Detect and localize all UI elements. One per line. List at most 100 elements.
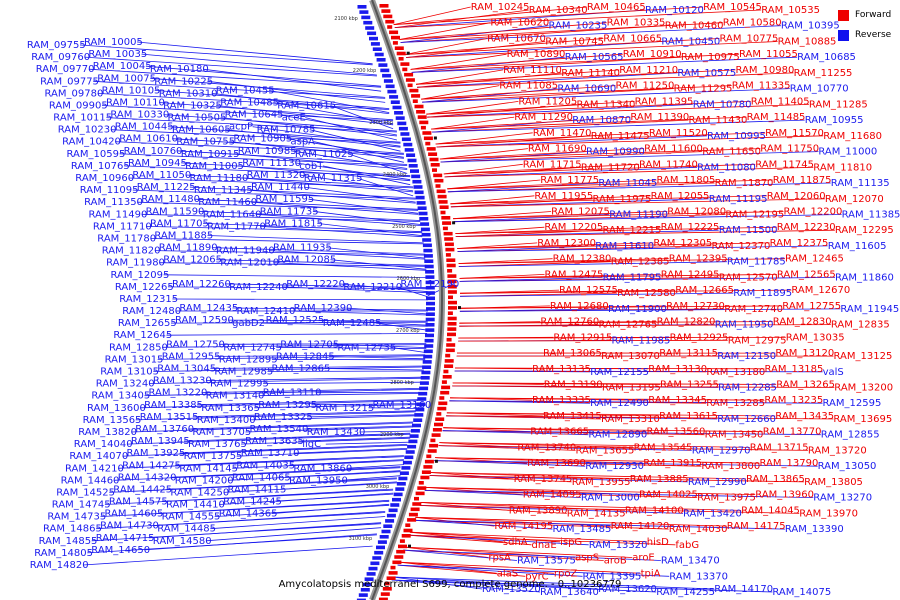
gene-label-blue[interactable]: RAM_12595: [823, 398, 882, 409]
gene-label-reverse[interactable]: RAM_11050: [132, 170, 191, 181]
gene-label-reverse[interactable]: RAM_13705: [192, 427, 251, 438]
gene-label-forward[interactable]: RAM_10335: [607, 18, 666, 29]
gene-label-forward[interactable]: RAM_13265: [776, 380, 835, 391]
gene-label-reverse[interactable]: RAM_11225: [137, 182, 196, 193]
gene-label-forward[interactable]: RAM_11520: [649, 128, 708, 139]
gene-label-reverse[interactable]: RAM_13820: [78, 427, 137, 438]
gene-label-blue[interactable]: RAM_10995: [707, 131, 766, 142]
gene-label-reverse[interactable]: RAM_11005: [185, 161, 244, 172]
gene-label-blue[interactable]: RAM_10770: [790, 84, 849, 95]
gene-label-forward[interactable]: pyrC: [525, 571, 548, 582]
gene-label-forward[interactable]: dnaE: [532, 540, 557, 551]
gene-label-reverse[interactable]: RAM_11705: [150, 218, 209, 229]
gene-label-blue[interactable]: RAM_11950: [715, 320, 774, 331]
gene-label-reverse[interactable]: RAM_11440: [251, 182, 310, 193]
gene-label-forward[interactable]: RAM_13065: [543, 348, 602, 359]
gene-label-forward[interactable]: RAM_12080: [667, 207, 726, 218]
gene-label-blue[interactable]: RAM_10780: [693, 99, 752, 110]
gene-label-forward[interactable]: RAM_13560: [647, 427, 706, 438]
gene-label-reverse[interactable]: RAM_09775: [40, 76, 99, 87]
gene-label-reverse[interactable]: RAM_10045: [93, 61, 152, 72]
gene-label-forward[interactable]: RAM_13545: [634, 442, 693, 453]
gene-label-reverse[interactable]: cobT: [299, 161, 324, 172]
gene-label-blue[interactable]: RAM_12890: [588, 430, 647, 441]
gene-label-blue[interactable]: RAM_10395: [781, 21, 840, 32]
gene-label-forward[interactable]: RAM_13450: [705, 430, 764, 441]
gene-label-forward[interactable]: RAM_14175: [727, 521, 786, 532]
gene-label-reverse[interactable]: RAM_10755: [176, 137, 235, 148]
gene-label-reverse[interactable]: RAM_12390: [294, 303, 353, 314]
gene-label-forward[interactable]: RAM_12915: [553, 332, 612, 343]
gene-label-reverse[interactable]: RAM_13295: [258, 400, 317, 411]
gene-label-reverse[interactable]: aceE: [282, 113, 306, 124]
gene-label-reverse[interactable]: RAM_13860: [293, 463, 352, 474]
gene-label-reverse[interactable]: RAM_11095: [80, 185, 139, 196]
gene-label-reverse[interactable]: RAM_12655: [118, 318, 177, 329]
gene-label-forward[interactable]: RAM_13740: [517, 442, 576, 453]
gene-label-blue[interactable]: RAM_13320: [589, 540, 648, 551]
gene-label-reverse[interactable]: RAM_10325: [163, 101, 222, 112]
gene-label-reverse[interactable]: RAM_11935: [273, 243, 332, 254]
gene-label-forward[interactable]: RAM_13970: [799, 508, 858, 519]
gene-label-forward[interactable]: RAM_11110: [503, 65, 562, 76]
gene-label-reverse[interactable]: RAM_12525: [266, 315, 325, 326]
gene-label-reverse[interactable]: RAM_09755: [27, 40, 86, 51]
gene-label-reverse[interactable]: gabD2: [232, 318, 265, 329]
gene-label-forward[interactable]: RAM_12475: [545, 269, 604, 280]
gene-label-forward[interactable]: RAM_13890: [509, 505, 568, 516]
gene-label-reverse[interactable]: RAM_12315: [119, 294, 178, 305]
gene-label-forward[interactable]: RAM_13115: [659, 348, 718, 359]
gene-label-blue[interactable]: RAM_11385: [842, 210, 900, 221]
gene-label-forward[interactable]: RAM_10890: [507, 49, 566, 60]
gene-label-forward[interactable]: RAM_13195: [602, 383, 661, 394]
gene-label-reverse[interactable]: RAM_10230: [58, 125, 117, 136]
gene-label-forward[interactable]: RAM_12765: [599, 320, 658, 331]
gene-label-reverse[interactable]: RAM_13515: [140, 412, 199, 423]
gene-label-forward[interactable]: RAM_11205: [518, 96, 577, 107]
gene-label-reverse[interactable]: RAM_11815: [264, 218, 323, 229]
gene-label-reverse[interactable]: RAM_10035: [88, 49, 147, 60]
gene-label-blue[interactable]: RAM_10990: [586, 147, 645, 158]
gene-label-reverse[interactable]: RAM_12645: [113, 330, 172, 341]
gene-label-reverse[interactable]: RAM_13710: [241, 448, 300, 459]
gene-label-forward[interactable]: RAM_11250: [616, 81, 675, 92]
gene-label-reverse[interactable]: RAM_13760: [135, 424, 194, 435]
gene-label-forward[interactable]: RAM_10620: [490, 18, 549, 29]
gene-label-forward[interactable]: RAM_13335: [532, 395, 591, 406]
gene-label-forward[interactable]: RAM_11870: [715, 178, 774, 189]
gene-label-reverse[interactable]: RAM_14855: [39, 536, 98, 547]
gene-label-forward[interactable]: RAM_12205: [544, 222, 603, 233]
gene-label-forward[interactable]: RAM_12575: [559, 285, 618, 296]
gene-label-reverse[interactable]: RAM_12995: [210, 379, 269, 390]
gene-label-reverse[interactable]: RAM_14745: [52, 500, 111, 511]
gene-label-blue[interactable]: RAM_12970: [692, 445, 751, 456]
gene-label-reverse[interactable]: RAM_13325: [254, 412, 313, 423]
gene-label-forward[interactable]: RAM_10340: [529, 5, 588, 16]
gene-label-forward[interactable]: RAM_13960: [755, 490, 814, 501]
gene-label-forward[interactable]: RAM_12195: [725, 210, 784, 221]
gene-label-reverse[interactable]: RAM_14035: [236, 460, 295, 471]
gene-label-reverse[interactable]: RAM_11025: [295, 149, 354, 160]
gene-label-reverse[interactable]: RAM_14605: [105, 509, 164, 520]
gene-label-forward[interactable]: RAM_11390: [630, 112, 689, 123]
gene-label-forward[interactable]: RAM_10535: [761, 5, 820, 16]
gene-label-reverse[interactable]: RAM_13215: [315, 403, 374, 414]
gene-label-forward[interactable]: RAM_13185: [765, 364, 824, 375]
gene-label-blue[interactable]: RAM_13270: [813, 493, 872, 504]
gene-label-reverse[interactable]: RAM_10760: [124, 146, 183, 157]
gene-label-reverse[interactable]: RAM_13045: [157, 364, 216, 375]
gene-label-forward[interactable]: RAM_13800: [701, 461, 760, 472]
gene-label-forward[interactable]: RAM_10885: [778, 37, 837, 48]
gene-label-reverse[interactable]: RAM_13400: [197, 415, 256, 426]
gene-label-forward[interactable]: RAM_12820: [657, 317, 716, 328]
gene-label-forward[interactable]: RAM_10245: [471, 2, 530, 13]
gene-label-reverse[interactable]: RAM_12485: [323, 318, 382, 329]
gene-label-reverse[interactable]: RAM_14715: [96, 533, 155, 544]
gene-label-reverse[interactable]: RAM_14865: [43, 524, 102, 535]
gene-label-blue[interactable]: RAM_13000: [581, 493, 640, 504]
gene-label-reverse[interactable]: RAM_10765: [71, 161, 130, 172]
gene-label-reverse[interactable]: RAM_14425: [113, 484, 172, 495]
gene-label-reverse[interactable]: RAM_12865: [272, 364, 331, 375]
gene-label-forward[interactable]: RAM_11340: [577, 99, 636, 110]
gene-label-blue[interactable]: RAM_13470: [661, 556, 720, 567]
